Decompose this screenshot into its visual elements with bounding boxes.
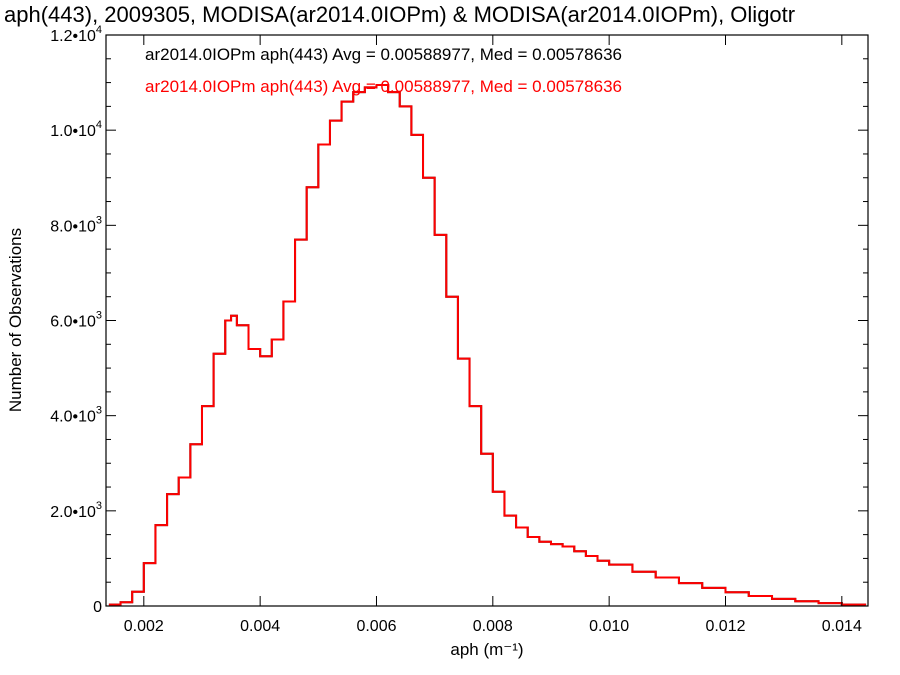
y-tick-label: 0	[93, 599, 102, 616]
y-tick-label: 8.0•103	[50, 214, 102, 235]
legend-entry-0: ar2014.0IOPm aph(443) Avg = 0.00588977, …	[145, 45, 622, 64]
y-axis-label: Number of Observations	[6, 228, 25, 412]
x-axis-label: aph (m⁻¹)	[450, 640, 523, 659]
x-tick-label: 0.012	[705, 618, 745, 635]
series-line-1	[108, 83, 867, 606]
y-tick-label: 1.0•104	[50, 119, 102, 140]
x-tick-label: 0.008	[473, 618, 513, 635]
x-tick-label: 0.014	[822, 618, 862, 635]
y-tick-label: 1.2•104	[50, 24, 102, 45]
x-tick-label: 0.006	[356, 618, 396, 635]
x-tick-label: 0.002	[124, 618, 164, 635]
x-tick-label: 0.010	[589, 618, 629, 635]
x-tick-label: 0.004	[240, 618, 280, 635]
legend-entry-1: ar2014.0IOPm aph(443) Avg = 0.00588977, …	[145, 77, 622, 96]
chart-title: aph(443), 2009305, MODISA(ar2014.0IOPm) …	[4, 2, 796, 27]
series-layer	[108, 83, 867, 606]
y-tick-label: 2.0•103	[50, 500, 102, 521]
plot-frame	[105, 34, 869, 607]
ticks-layer: 0.002 0.004 0.006 0.008 0.010 0.012 0.014 0 2.0•…	[50, 24, 868, 635]
legend: ar2014.0IOPm aph(443) Avg = 0.00588977, …	[145, 45, 622, 96]
series-line-0	[108, 83, 867, 606]
y-tick-label: 6.0•103	[50, 310, 102, 331]
y-tick-label: 4.0•103	[50, 405, 102, 426]
